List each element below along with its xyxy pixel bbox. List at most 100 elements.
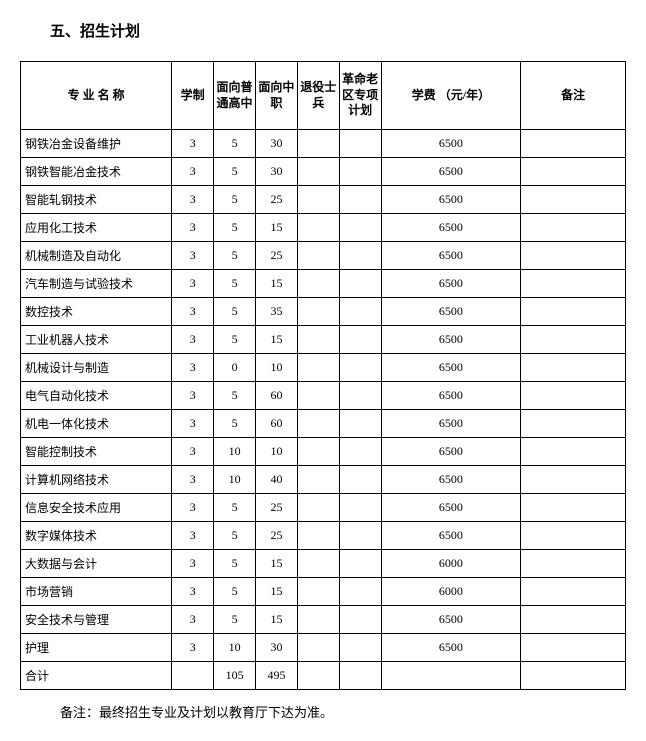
cell-xuezhi: 3 (172, 494, 214, 522)
cell-geming (339, 298, 381, 326)
cell-remark (521, 354, 626, 382)
cell-geming (339, 494, 381, 522)
cell-fee: 6500 (381, 634, 521, 662)
cell-gaozhong: 5 (214, 410, 256, 438)
cell-gaozhong: 10 (214, 466, 256, 494)
cell-zhongzhi: 15 (256, 578, 298, 606)
cell-remark (521, 438, 626, 466)
table-row: 电气自动化技术35606500 (21, 382, 626, 410)
cell-zhongzhi: 30 (256, 634, 298, 662)
section-title: 五、招生计划 (50, 20, 626, 41)
cell-remark (521, 550, 626, 578)
cell-zhongzhi: 30 (256, 158, 298, 186)
header-row: 专 业 名 称 学制 面向普通高中 面向中职 退役士兵 革命老区专项计划 学费 … (21, 62, 626, 130)
cell-geming (339, 410, 381, 438)
cell-geming (339, 326, 381, 354)
cell-fee: 6500 (381, 382, 521, 410)
cell-tuiyi (297, 158, 339, 186)
cell-zhongzhi: 15 (256, 550, 298, 578)
cell-zhongzhi: 10 (256, 354, 298, 382)
cell-fee: 6500 (381, 270, 521, 298)
cell-name: 电气自动化技术 (21, 382, 172, 410)
cell-remark (521, 270, 626, 298)
cell-zhongzhi: 10 (256, 438, 298, 466)
cell-name: 钢铁冶金设备维护 (21, 130, 172, 158)
cell-geming (339, 606, 381, 634)
cell-gaozhong: 5 (214, 550, 256, 578)
cell-tuiyi (297, 494, 339, 522)
cell-remark (521, 382, 626, 410)
cell-xuezhi: 3 (172, 270, 214, 298)
cell-name: 计算机网络技术 (21, 466, 172, 494)
table-row: 机械制造及自动化35256500 (21, 242, 626, 270)
cell-geming (339, 242, 381, 270)
cell-remark (521, 298, 626, 326)
cell-tuiyi (297, 186, 339, 214)
header-zhongzhi: 面向中职 (256, 62, 298, 130)
cell-remark (521, 326, 626, 354)
cell-geming (339, 382, 381, 410)
cell-name: 护理 (21, 634, 172, 662)
cell-name: 智能轧钢技术 (21, 186, 172, 214)
cell-name: 数控技术 (21, 298, 172, 326)
total-cell-remark (521, 662, 626, 690)
cell-tuiyi (297, 270, 339, 298)
cell-gaozhong: 5 (214, 214, 256, 242)
total-cell-gaozhong: 105 (214, 662, 256, 690)
cell-fee: 6500 (381, 326, 521, 354)
cell-xuezhi: 3 (172, 158, 214, 186)
cell-fee: 6500 (381, 158, 521, 186)
cell-tuiyi (297, 438, 339, 466)
table-row: 工业机器人技术35156500 (21, 326, 626, 354)
cell-geming (339, 522, 381, 550)
cell-remark (521, 158, 626, 186)
header-fee: 学费 （元/年） (381, 62, 521, 130)
cell-fee: 6500 (381, 354, 521, 382)
table-row: 机电一体化技术35606500 (21, 410, 626, 438)
cell-tuiyi (297, 634, 339, 662)
cell-remark (521, 522, 626, 550)
cell-zhongzhi: 60 (256, 410, 298, 438)
cell-name: 智能控制技术 (21, 438, 172, 466)
cell-remark (521, 242, 626, 270)
cell-gaozhong: 5 (214, 158, 256, 186)
cell-fee: 6500 (381, 438, 521, 466)
table-row: 钢铁冶金设备维护35306500 (21, 130, 626, 158)
cell-tuiyi (297, 326, 339, 354)
cell-xuezhi: 3 (172, 298, 214, 326)
cell-zhongzhi: 15 (256, 606, 298, 634)
enrollment-table: 专 业 名 称 学制 面向普通高中 面向中职 退役士兵 革命老区专项计划 学费 … (20, 61, 626, 690)
cell-xuezhi: 3 (172, 186, 214, 214)
cell-zhongzhi: 25 (256, 522, 298, 550)
cell-name: 市场营销 (21, 578, 172, 606)
cell-gaozhong: 5 (214, 298, 256, 326)
cell-name: 信息安全技术应用 (21, 494, 172, 522)
cell-remark (521, 606, 626, 634)
cell-name: 安全技术与管理 (21, 606, 172, 634)
cell-remark (521, 466, 626, 494)
cell-zhongzhi: 15 (256, 326, 298, 354)
footer-note: 备注：最终招生专业及计划以教育厅下达为准。 (60, 702, 626, 721)
table-row: 信息安全技术应用35256500 (21, 494, 626, 522)
total-cell-xuezhi (172, 662, 214, 690)
cell-gaozhong: 5 (214, 242, 256, 270)
table-row: 数控技术35356500 (21, 298, 626, 326)
header-xuezhi: 学制 (172, 62, 214, 130)
cell-gaozhong: 10 (214, 634, 256, 662)
cell-name: 机械制造及自动化 (21, 242, 172, 270)
cell-geming (339, 634, 381, 662)
cell-zhongzhi: 15 (256, 214, 298, 242)
cell-name: 大数据与会计 (21, 550, 172, 578)
cell-remark (521, 186, 626, 214)
cell-geming (339, 354, 381, 382)
table-row: 机械设计与制造30106500 (21, 354, 626, 382)
table-row: 数字媒体技术35256500 (21, 522, 626, 550)
table-row: 智能控制技术310106500 (21, 438, 626, 466)
cell-xuezhi: 3 (172, 382, 214, 410)
cell-name: 钢铁智能冶金技术 (21, 158, 172, 186)
cell-tuiyi (297, 410, 339, 438)
cell-geming (339, 466, 381, 494)
cell-gaozhong: 0 (214, 354, 256, 382)
cell-geming (339, 578, 381, 606)
total-cell-tuiyi (297, 662, 339, 690)
